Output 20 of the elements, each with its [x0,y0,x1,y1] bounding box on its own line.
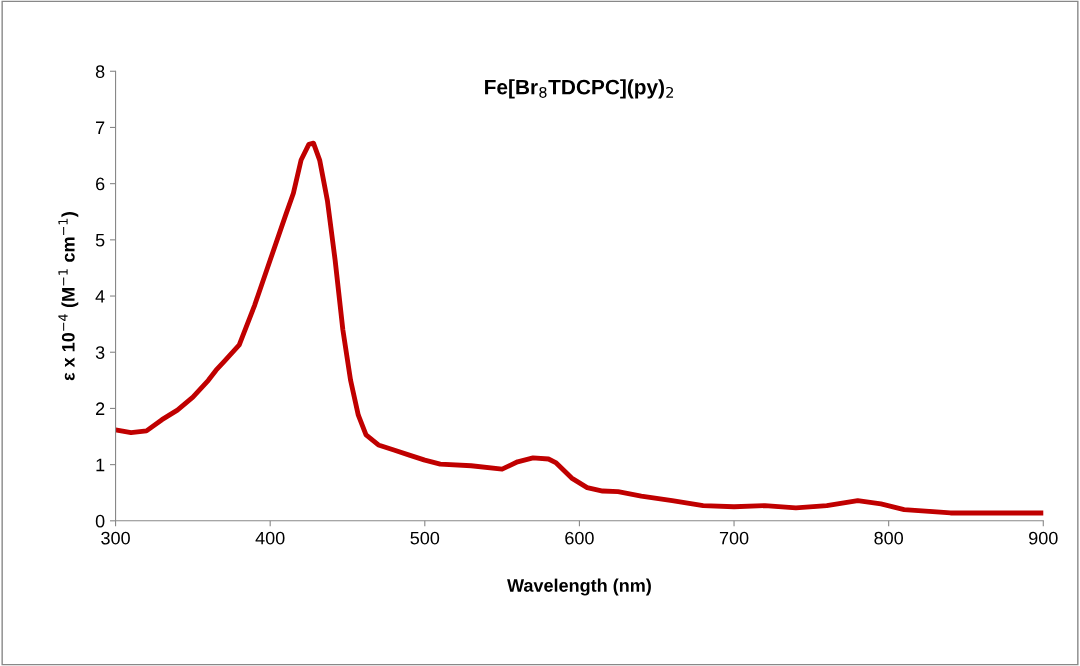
y-tick-label: 5 [95,233,105,247]
y-tick-label: 6 [96,177,105,191]
x-tick-label: 900 [1029,531,1058,545]
chart-title: Fe[Br$_{8}$TDCPC](py)$_{2}$ [485,79,674,99]
x-tick-label: 800 [874,531,904,545]
y-tick-label: 3 [95,346,105,359]
x-tick-label: 400 [255,531,285,545]
x-axis-title: Wavelength (nm) [507,578,651,596]
x-tick-label: 300 [101,531,130,545]
y-tick-label: 7 [96,121,105,134]
line-series [115,140,1044,516]
x-tick-label: 700 [719,531,749,545]
y-axis-title: ε x 10$^{−4}$ (M$^{−1}$ cm$^{−1}$) [58,212,79,381]
y-tick-label: 0 [95,514,105,528]
y-tick-label: 4 [95,290,105,303]
x-tick-label: 500 [410,531,440,545]
y-tick-label: 1 [96,458,105,472]
y-tick-label: 2 [96,402,105,415]
x-tick-label: 600 [565,531,594,545]
y-tick-label: 8 [95,65,105,78]
